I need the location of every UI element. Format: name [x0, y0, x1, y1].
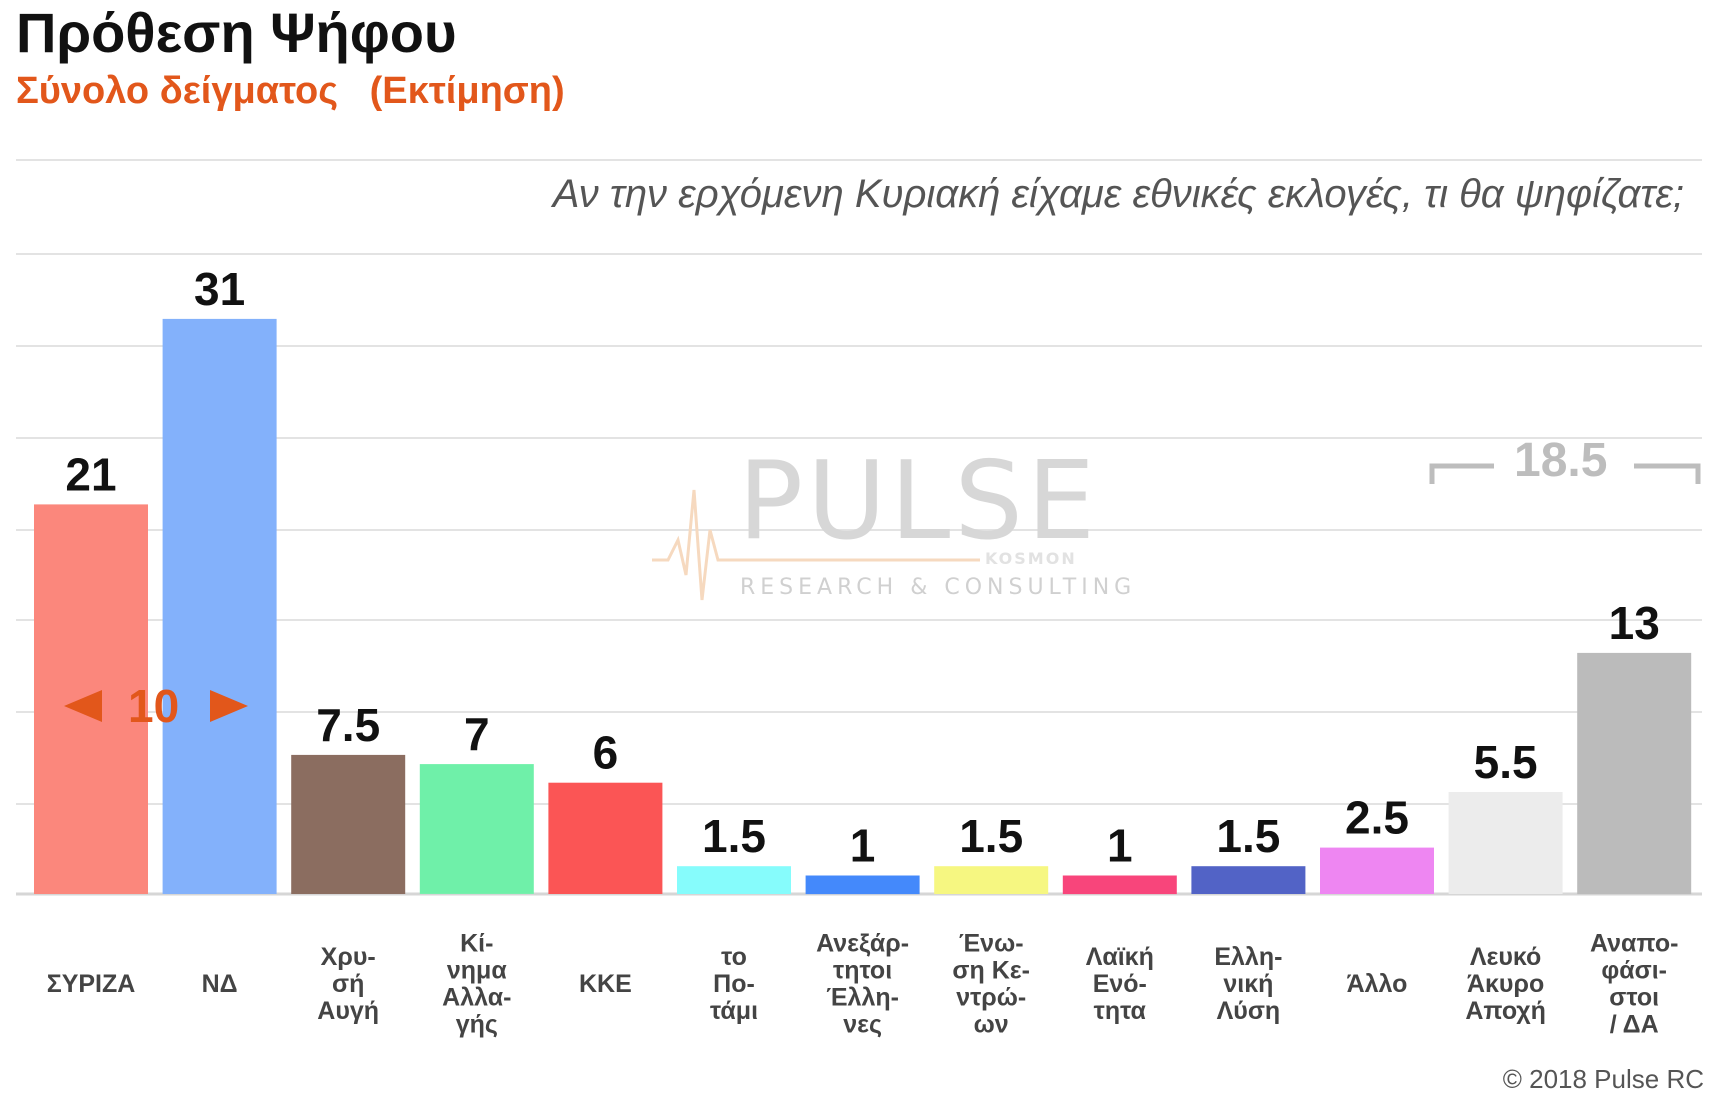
bar — [1062, 875, 1177, 895]
bracket-right-icon — [1634, 463, 1701, 484]
category-label-line: ων — [974, 1011, 1009, 1039]
category-label: Κί-νημα Αλλα-γής — [442, 930, 511, 1039]
category-label-line: γής — [456, 1011, 498, 1039]
category-label-line: ΣΥΡΙΖΑ — [47, 970, 136, 998]
data-label: 5.5 — [1474, 736, 1538, 788]
bar — [1448, 792, 1563, 894]
bracket-left-icon — [1429, 463, 1494, 484]
category-label-line: στοι — [1609, 984, 1659, 1012]
category-label: το Πο-τάμι — [710, 943, 758, 1025]
category-label-line: Ανεξάρ- — [816, 930, 909, 958]
data-label: 13 — [1609, 597, 1660, 649]
arrow-left-icon — [64, 690, 102, 722]
category-label-line: Ελλη- — [1214, 943, 1282, 971]
bar — [1191, 866, 1306, 894]
data-label: 1 — [850, 820, 876, 872]
category-label-line: ντρώ- — [956, 984, 1026, 1012]
category-label-line: Έλλη- — [826, 984, 899, 1012]
category-label-line: τητοι — [833, 957, 892, 985]
gap-annotation-value: 10 — [128, 680, 179, 732]
bar — [677, 866, 791, 894]
category-labels: ΣΥΡΙΖΑ ΝΔ Χρυ-σή Αυγή Κί-νημα Αλλα-γής ΚΚΕ το Πο… — [47, 930, 1679, 1039]
category-label: Αναπο-φάσι-στοι / ΔΑ — [1590, 930, 1678, 1039]
data-label: 2.5 — [1345, 792, 1409, 844]
category-label: Λαϊκή Ενό-τητα — [1086, 943, 1154, 1025]
heartbeat-icon — [652, 489, 980, 601]
category-label-line: Άκυρο — [1467, 970, 1544, 998]
category-label-line: νική — [1223, 970, 1273, 998]
category-label-line: Αλλα- — [442, 984, 511, 1012]
data-label: 1 — [1107, 820, 1133, 872]
category-label: Ελλη-νική Λύση — [1214, 943, 1282, 1025]
category-label: Άλλο — [1347, 970, 1408, 998]
category-label-line: ση Κε- — [952, 957, 1030, 985]
data-label: 1.5 — [1216, 810, 1280, 862]
category-label-line: νημα — [447, 957, 507, 985]
bar — [291, 754, 406, 894]
category-label-line: Αναπο- — [1590, 930, 1678, 958]
data-label: 1.5 — [702, 810, 766, 862]
category-label-line: το — [721, 943, 747, 971]
pulse-watermark: PULSE KOSMON RESEARCH & CONSULTING — [652, 439, 1136, 601]
copyright-notice: © 2018 Pulse RC — [1502, 1064, 1704, 1094]
category-label-line: τάμι — [710, 997, 758, 1025]
data-label: 31 — [194, 263, 245, 315]
survey-question: Αν την ερχόμενη Κυριακή είχαμε εθνικές ε… — [552, 172, 1684, 216]
category-label-line: τητα — [1094, 997, 1147, 1025]
bar — [934, 866, 1049, 894]
bar — [419, 764, 534, 894]
value-labels: 21 31 7.5 7 6 1.5 1 1.5 1 1.5 2.5 5.5 13 — [65, 263, 1659, 872]
bar — [1320, 847, 1434, 894]
category-label-line: Άλλο — [1347, 970, 1408, 998]
watermark-brand: PULSE — [738, 439, 1099, 564]
category-label-line: Λαϊκή — [1086, 943, 1154, 971]
category-label: ΝΔ — [202, 970, 238, 998]
category-label: ΚΚΕ — [579, 970, 632, 998]
bar — [162, 318, 277, 894]
category-label-line: Αποχή — [1465, 997, 1546, 1025]
bracket-annotation-value: 18.5 — [1514, 434, 1607, 487]
chart-subtitle: Σύνολο δείγματος (Εκτίμηση) — [16, 70, 565, 112]
category-label-line: ΝΔ — [202, 970, 238, 998]
arrow-right-icon — [210, 690, 248, 722]
category-label: Χρυ-σή Αυγή — [317, 943, 379, 1025]
category-label-line: Κί- — [460, 930, 493, 958]
category-label-line: Πο- — [713, 970, 755, 998]
category-label-line: Χρυ- — [321, 943, 376, 971]
category-label-line: Ενό- — [1093, 970, 1147, 998]
category-label-line: Λευκό — [1470, 943, 1541, 971]
category-label-line: Αυγή — [317, 997, 379, 1025]
data-label: 6 — [593, 727, 619, 779]
category-label: Ένω-ση Κε-ντρώ-ων — [952, 930, 1030, 1039]
watermark-tagline: RESEARCH & CONSULTING — [740, 575, 1136, 600]
annotations: 10 18.5 — [64, 434, 1701, 732]
category-label-line: νες — [843, 1011, 882, 1039]
category-label: ΣΥΡΙΖΑ — [47, 970, 136, 998]
bar — [805, 875, 920, 895]
watermark-partner: KOSMON — [985, 549, 1077, 568]
category-label-line: φάσι- — [1601, 957, 1667, 985]
data-label: 1.5 — [959, 810, 1023, 862]
bar — [548, 782, 663, 894]
category-label-line: σή — [332, 970, 364, 998]
category-label: Ανεξάρ-τητοι Έλλη-νες — [816, 930, 909, 1039]
category-label-line: ΚΚΕ — [579, 970, 632, 998]
data-label: 7.5 — [316, 699, 380, 751]
category-label-line: Λύση — [1217, 997, 1281, 1025]
bars — [34, 318, 1692, 895]
category-label-line: / ΔΑ — [1610, 1011, 1659, 1039]
category-label-line: Ένω- — [959, 930, 1024, 958]
chart-title: Πρόθεση Ψήφου — [16, 1, 457, 64]
data-label: 21 — [65, 448, 116, 500]
category-label: Λευκό Άκυρο Αποχή — [1465, 943, 1546, 1025]
bar — [1577, 652, 1692, 895]
data-label: 7 — [464, 708, 490, 760]
